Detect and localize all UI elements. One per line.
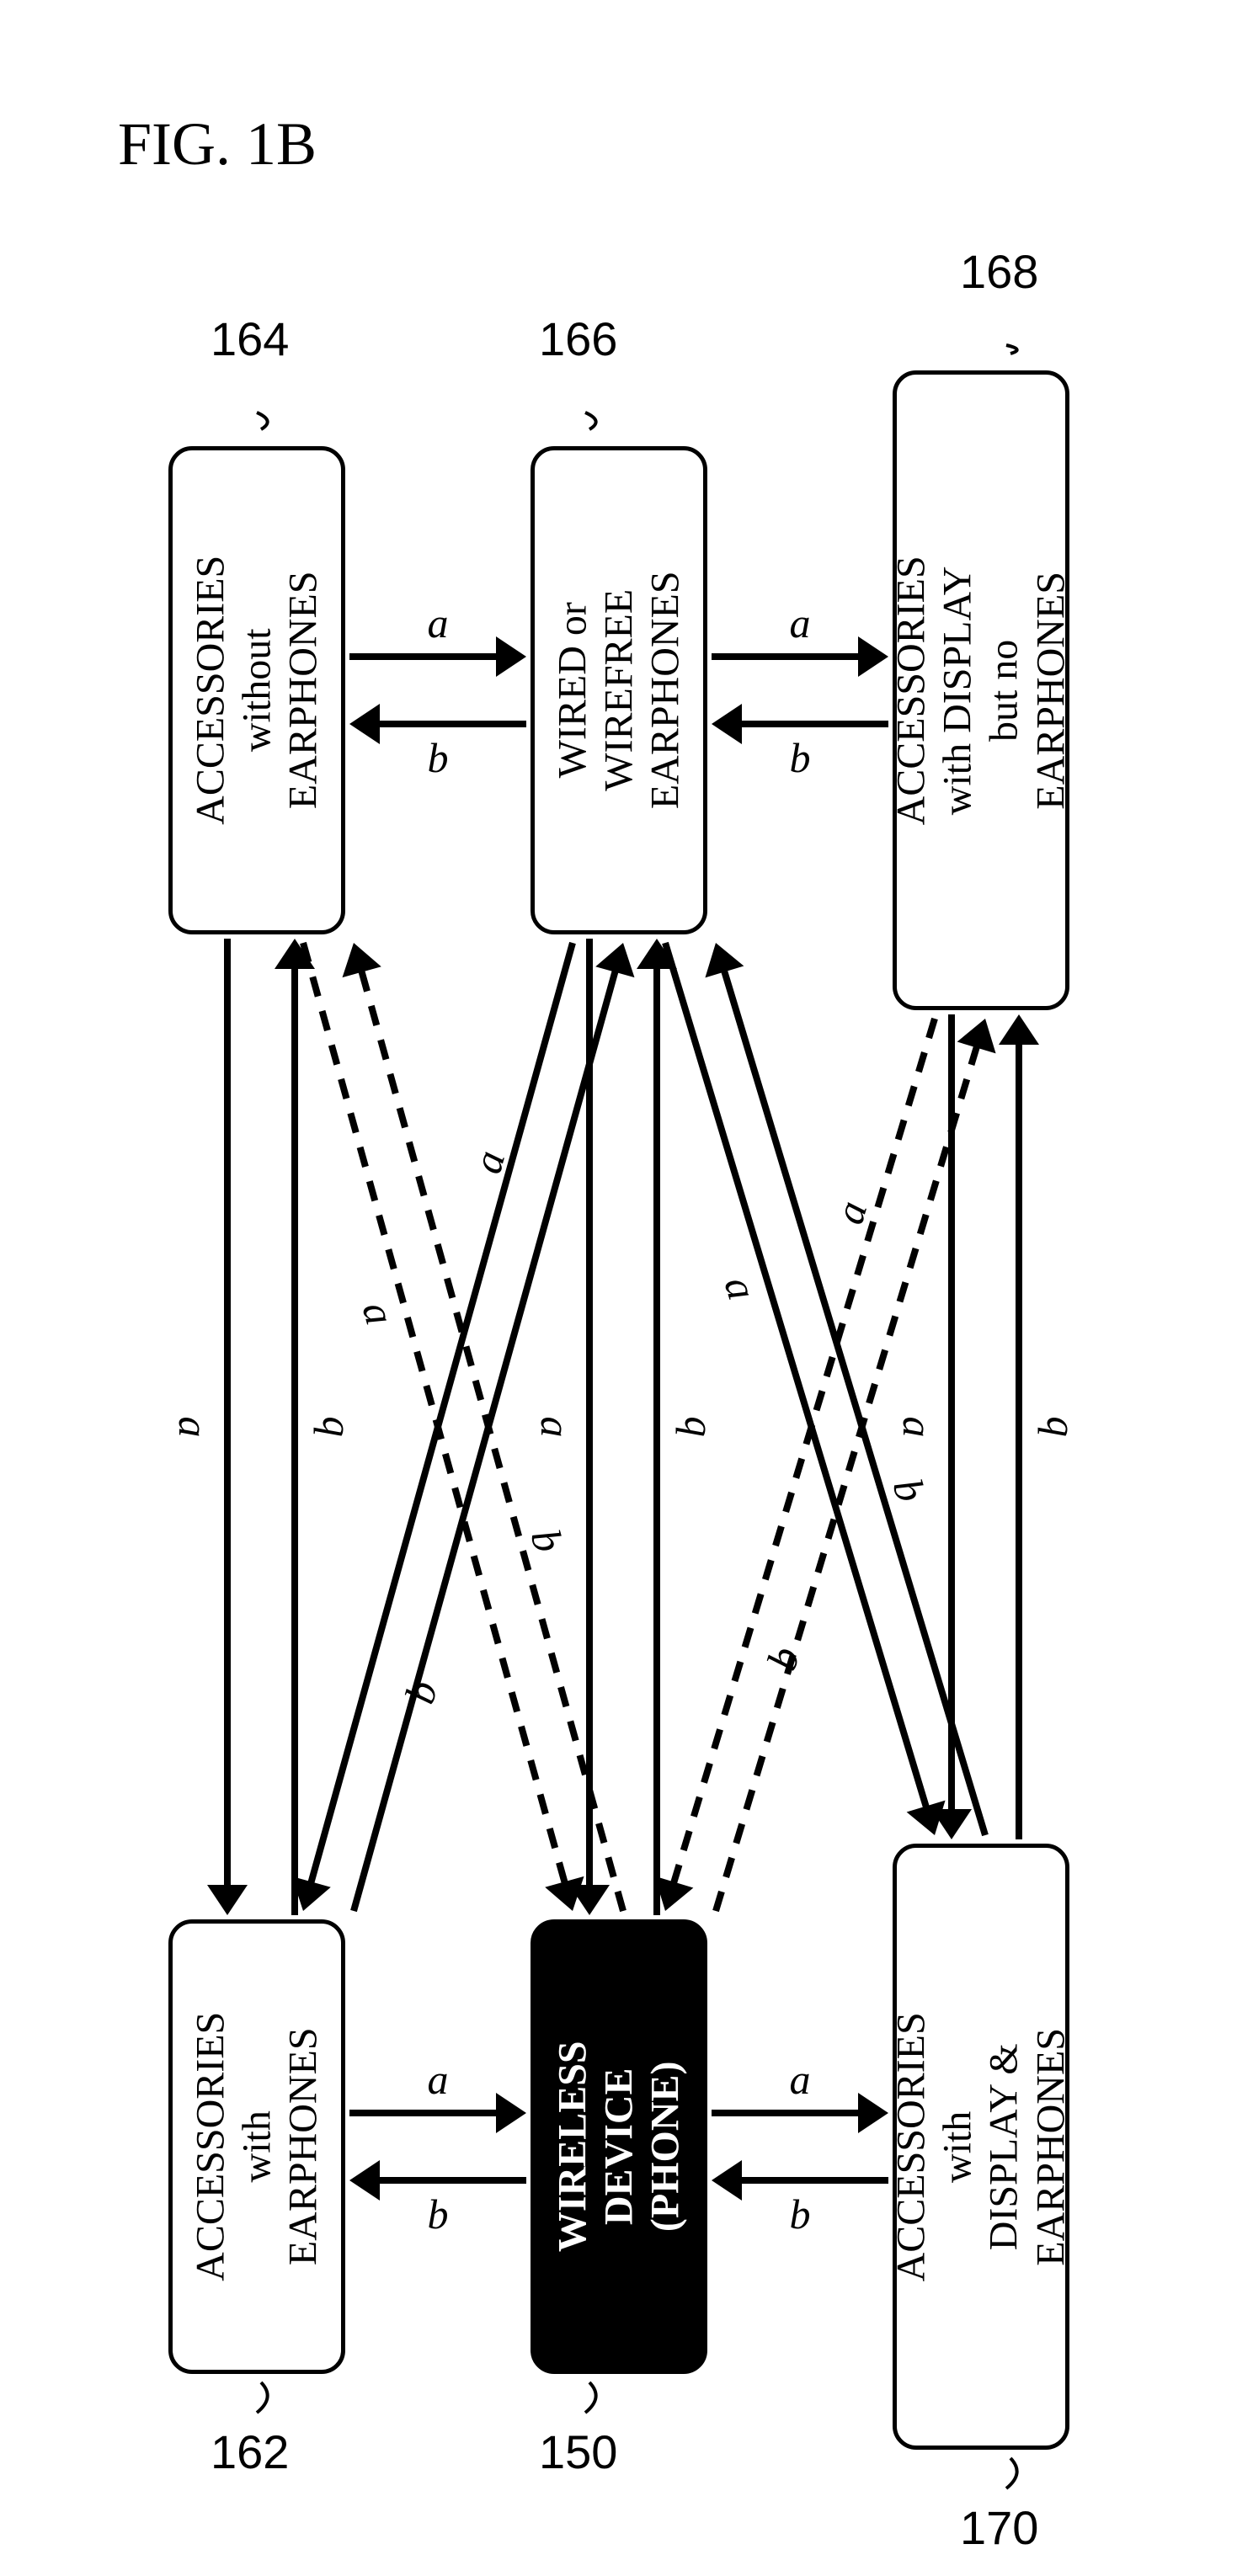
edge-label: a	[893, 1417, 942, 1438]
node-wired-wirefree-earphones: WIRED or WIREFREE EARPHONES	[531, 446, 707, 934]
node-wireless-device-phone: WIRELESS DEVICE (PHONE)	[531, 1919, 707, 2374]
edge-label: b	[1028, 1417, 1077, 1438]
node-164-line1: ACCESSORIES	[188, 556, 232, 825]
node-170-line2: DISPLAY & EARPHONES	[982, 2028, 1073, 2266]
ref-166: 166	[539, 311, 617, 366]
ref-164: 164	[211, 311, 289, 366]
node-162-line1: ACCESSORIES	[188, 2012, 232, 2281]
edge-label: a	[790, 2055, 811, 2104]
edge-label: a	[790, 599, 811, 647]
edge-label: b	[790, 733, 811, 782]
edge-label: b	[428, 2190, 449, 2238]
edge-label: a	[169, 1417, 218, 1438]
edge-label: b	[790, 2190, 811, 2238]
node-166-line1: WIRED or WIREFREE	[550, 589, 641, 791]
ref-150: 150	[539, 2424, 617, 2479]
edge-label: b	[304, 1417, 353, 1438]
edge-label: b	[428, 733, 449, 782]
node-168-line2: but no EARPHONES	[982, 572, 1073, 810]
node-170-line1: ACCESSORIES with	[889, 2012, 980, 2281]
ref-162: 162	[211, 2424, 289, 2479]
ref-170: 170	[960, 2500, 1038, 2555]
node-150-line1: WIRELESS DEVICE	[550, 2041, 641, 2253]
edge-label: a	[531, 1417, 580, 1438]
node-164-line2: without EARPHONES	[234, 572, 325, 810]
ref-168: 168	[960, 244, 1038, 299]
node-accessories-with-earphones: ACCESSORIES with EARPHONES	[168, 1919, 345, 2374]
node-168-line1: ACCESSORIES with DISPLAY	[889, 556, 980, 825]
node-150-line2: (PHONE)	[643, 2062, 688, 2233]
edge-label: b	[666, 1417, 715, 1438]
edge-label: a	[428, 2055, 449, 2104]
node-accessories-display-no-earphones: ACCESSORIES with DISPLAY but no EARPHONE…	[893, 370, 1069, 1010]
node-accessories-without-earphones: ACCESSORIES without EARPHONES	[168, 446, 345, 934]
node-accessories-display-and-earphones: ACCESSORIES with DISPLAY & EARPHONES	[893, 1844, 1069, 2450]
node-166-line2: EARPHONES	[643, 572, 688, 810]
edge-label: a	[428, 599, 449, 647]
node-162-line2: with EARPHONES	[234, 2028, 325, 2266]
